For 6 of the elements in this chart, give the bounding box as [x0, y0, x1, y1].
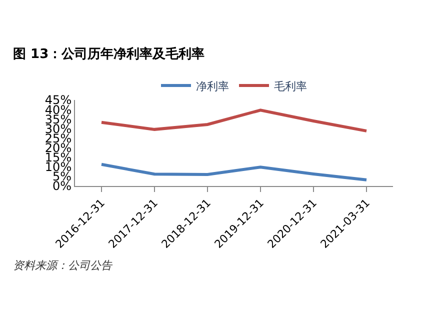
chart-title: 图 13：公司历年净利率及毛利率	[13, 46, 205, 62]
legend-label: 净利率	[196, 80, 229, 93]
line-series	[100, 162, 368, 182]
text: 资料来源：公司公告	[13, 259, 113, 272]
line-series	[100, 108, 368, 132]
legend-label: 毛利率	[274, 80, 307, 93]
